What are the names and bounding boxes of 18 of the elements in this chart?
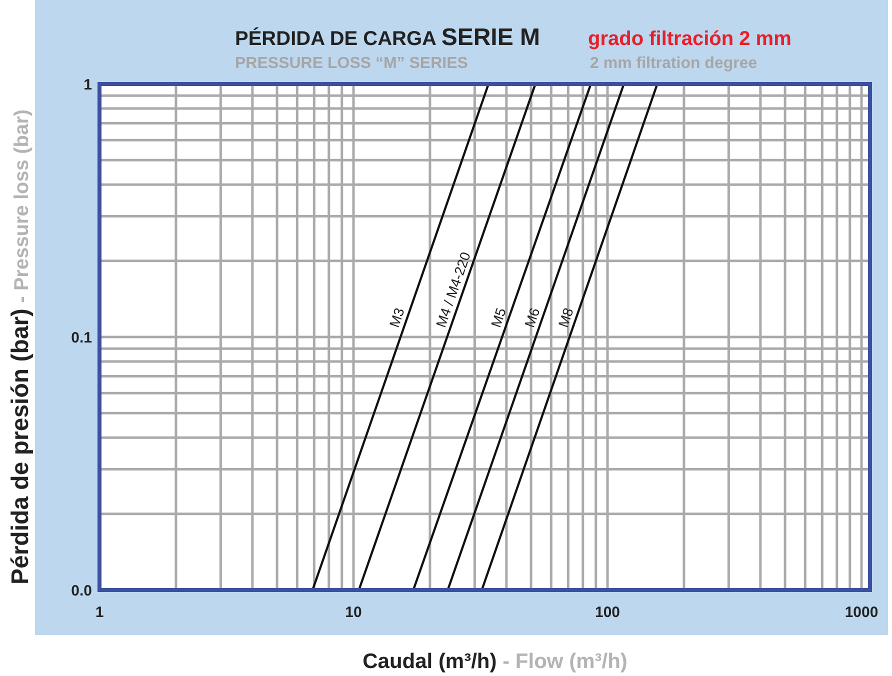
y-tick-label: 1 xyxy=(84,76,92,94)
x-tick-label: 1000 xyxy=(844,604,878,621)
x-tick-label: 10 xyxy=(345,604,362,621)
chart-subtitle: PRESSURE LOSS “M” SERIES xyxy=(235,55,468,72)
text: M4 / M4-220 xyxy=(432,250,474,330)
y-tick-label: 0.1 xyxy=(71,329,92,346)
x-tick-label: 1 xyxy=(95,604,104,621)
text: M8 xyxy=(554,306,576,330)
text: M6 xyxy=(521,306,543,330)
y-tick-label: 0.0 xyxy=(71,582,92,600)
text: M3 xyxy=(386,306,408,330)
text: grado filtración 2 mm xyxy=(588,28,792,50)
x-axis-title: Caudal (m³/h) - Flow (m³/h) xyxy=(362,650,628,673)
text: 2 mm filtration degree xyxy=(590,55,758,72)
chart-title: PÉRDIDA DE CARGA SERIE M xyxy=(235,24,540,51)
y-axis-title: Pérdida de presión (bar) - Pressure loss (bar) xyxy=(7,109,34,585)
text: M5 xyxy=(488,306,510,330)
x-tick-label: 100 xyxy=(594,604,620,621)
